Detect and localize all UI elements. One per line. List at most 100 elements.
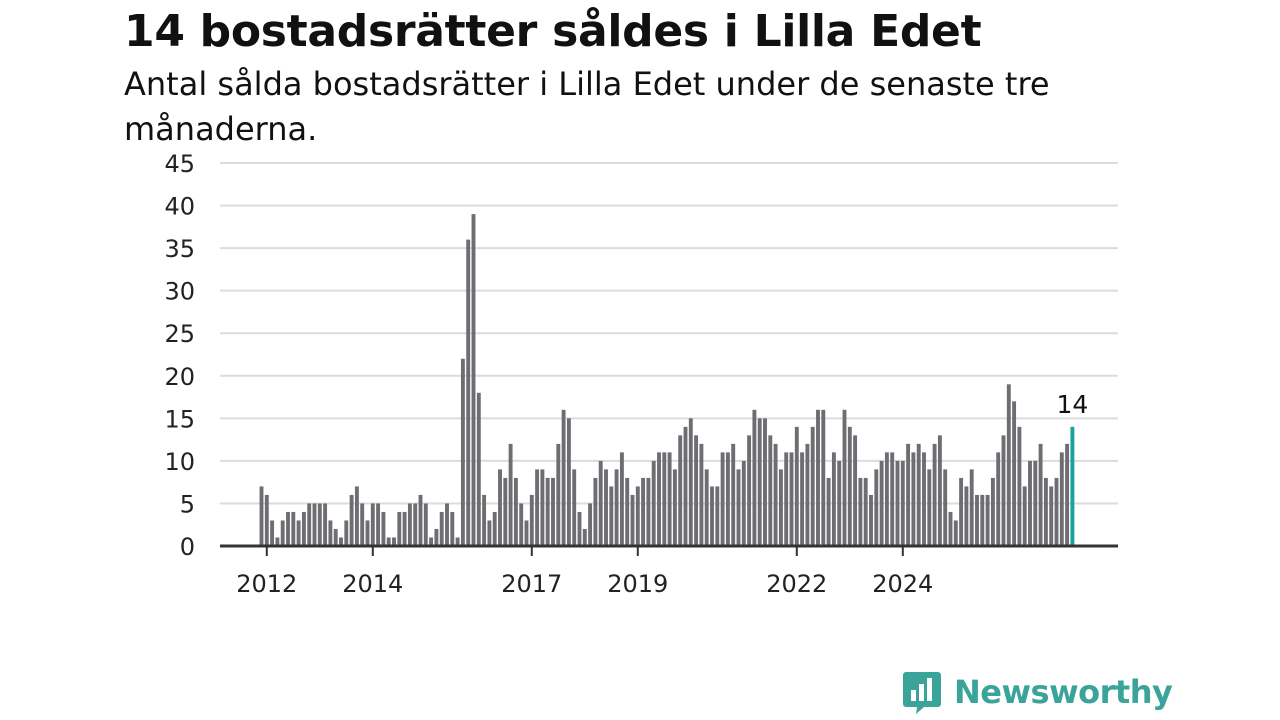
bar [752, 409, 757, 546]
bar [434, 528, 439, 546]
bar [450, 511, 455, 546]
bar [1043, 477, 1048, 546]
bar [619, 452, 624, 546]
bar [969, 469, 974, 546]
bar [657, 452, 661, 546]
x-tick-label: 2017 [501, 570, 562, 598]
bar [625, 477, 630, 546]
bar [460, 358, 465, 546]
bar [323, 503, 328, 546]
y-tick-label: 15 [164, 405, 195, 433]
bar [683, 426, 688, 546]
bar [508, 443, 513, 546]
bar [556, 443, 561, 546]
bar [482, 494, 487, 546]
bar [747, 435, 752, 546]
bar [990, 477, 995, 546]
bar [646, 477, 651, 546]
bar [413, 503, 418, 546]
x-tick-label: 2012 [236, 570, 297, 598]
bar [307, 503, 312, 546]
bar [466, 239, 471, 546]
x-tick-label: 2014 [342, 570, 403, 598]
bar [588, 503, 593, 546]
bar [1017, 426, 1022, 546]
bar [328, 520, 333, 546]
bar [720, 452, 725, 546]
bar [492, 511, 497, 546]
x-axis: 2012 2014 2017 2019 2022 2024 [220, 544, 1118, 598]
bar [699, 443, 704, 546]
bar [672, 469, 677, 546]
bar [561, 409, 566, 546]
bar [407, 503, 412, 546]
bar [339, 537, 343, 546]
bar [286, 511, 290, 546]
y-tick-label: 20 [164, 363, 195, 391]
brand-name: Newsworthy [954, 673, 1173, 711]
bar [778, 469, 783, 546]
bar [948, 511, 953, 546]
bar [704, 469, 709, 546]
bar [768, 435, 773, 546]
bar [906, 443, 911, 546]
bar [922, 452, 926, 546]
highlight-bar [1070, 426, 1075, 546]
bar [471, 214, 476, 547]
bar [715, 486, 720, 546]
bar [376, 503, 381, 546]
bar [895, 460, 900, 546]
bar [402, 511, 407, 546]
bar [964, 486, 969, 546]
bar [392, 537, 396, 546]
bar [959, 477, 964, 546]
bar [360, 503, 365, 546]
bar [1049, 486, 1054, 546]
bar [524, 520, 529, 546]
bar [805, 443, 810, 546]
bar [1065, 443, 1070, 546]
bar [710, 486, 714, 546]
bar [487, 520, 492, 546]
bar [344, 520, 349, 546]
bar [816, 409, 820, 546]
bar [757, 418, 762, 546]
bar [842, 409, 847, 546]
bar [725, 452, 730, 546]
bar [667, 452, 672, 546]
y-tick-label: 40 [164, 193, 195, 221]
bar [381, 511, 386, 546]
bar [598, 460, 603, 546]
highlight-value-label: 14 [1056, 390, 1088, 419]
bar [927, 469, 932, 546]
bar [259, 486, 264, 546]
bar [847, 426, 852, 546]
bar [275, 537, 280, 546]
bar [916, 443, 921, 546]
bar [582, 528, 587, 546]
bar [784, 452, 789, 546]
bar [975, 494, 979, 546]
bar [370, 503, 375, 546]
bar [884, 452, 889, 546]
bar [630, 494, 635, 546]
bar [476, 392, 481, 546]
bar [312, 503, 317, 546]
bar [1001, 435, 1006, 546]
bar [641, 477, 646, 546]
bar [741, 460, 746, 546]
x-tick-label: 2022 [766, 570, 827, 598]
bar [513, 477, 518, 546]
bar [354, 486, 359, 546]
bar [349, 494, 354, 546]
bar [800, 452, 805, 546]
bar [386, 537, 391, 546]
bar [874, 469, 879, 546]
bar [291, 511, 296, 546]
bar [731, 443, 736, 546]
bar [551, 477, 555, 546]
bar [900, 460, 905, 546]
bar [826, 477, 831, 546]
bar [572, 469, 577, 546]
